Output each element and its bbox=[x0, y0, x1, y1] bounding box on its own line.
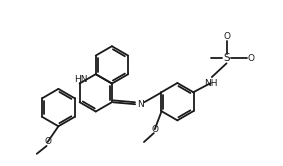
Text: N: N bbox=[137, 100, 143, 109]
Text: O: O bbox=[248, 54, 255, 63]
Text: S: S bbox=[223, 53, 230, 63]
Text: O: O bbox=[223, 32, 230, 41]
Text: HN: HN bbox=[74, 75, 88, 83]
Text: O: O bbox=[44, 137, 51, 147]
Text: O: O bbox=[151, 125, 158, 134]
Text: NH: NH bbox=[204, 79, 218, 87]
